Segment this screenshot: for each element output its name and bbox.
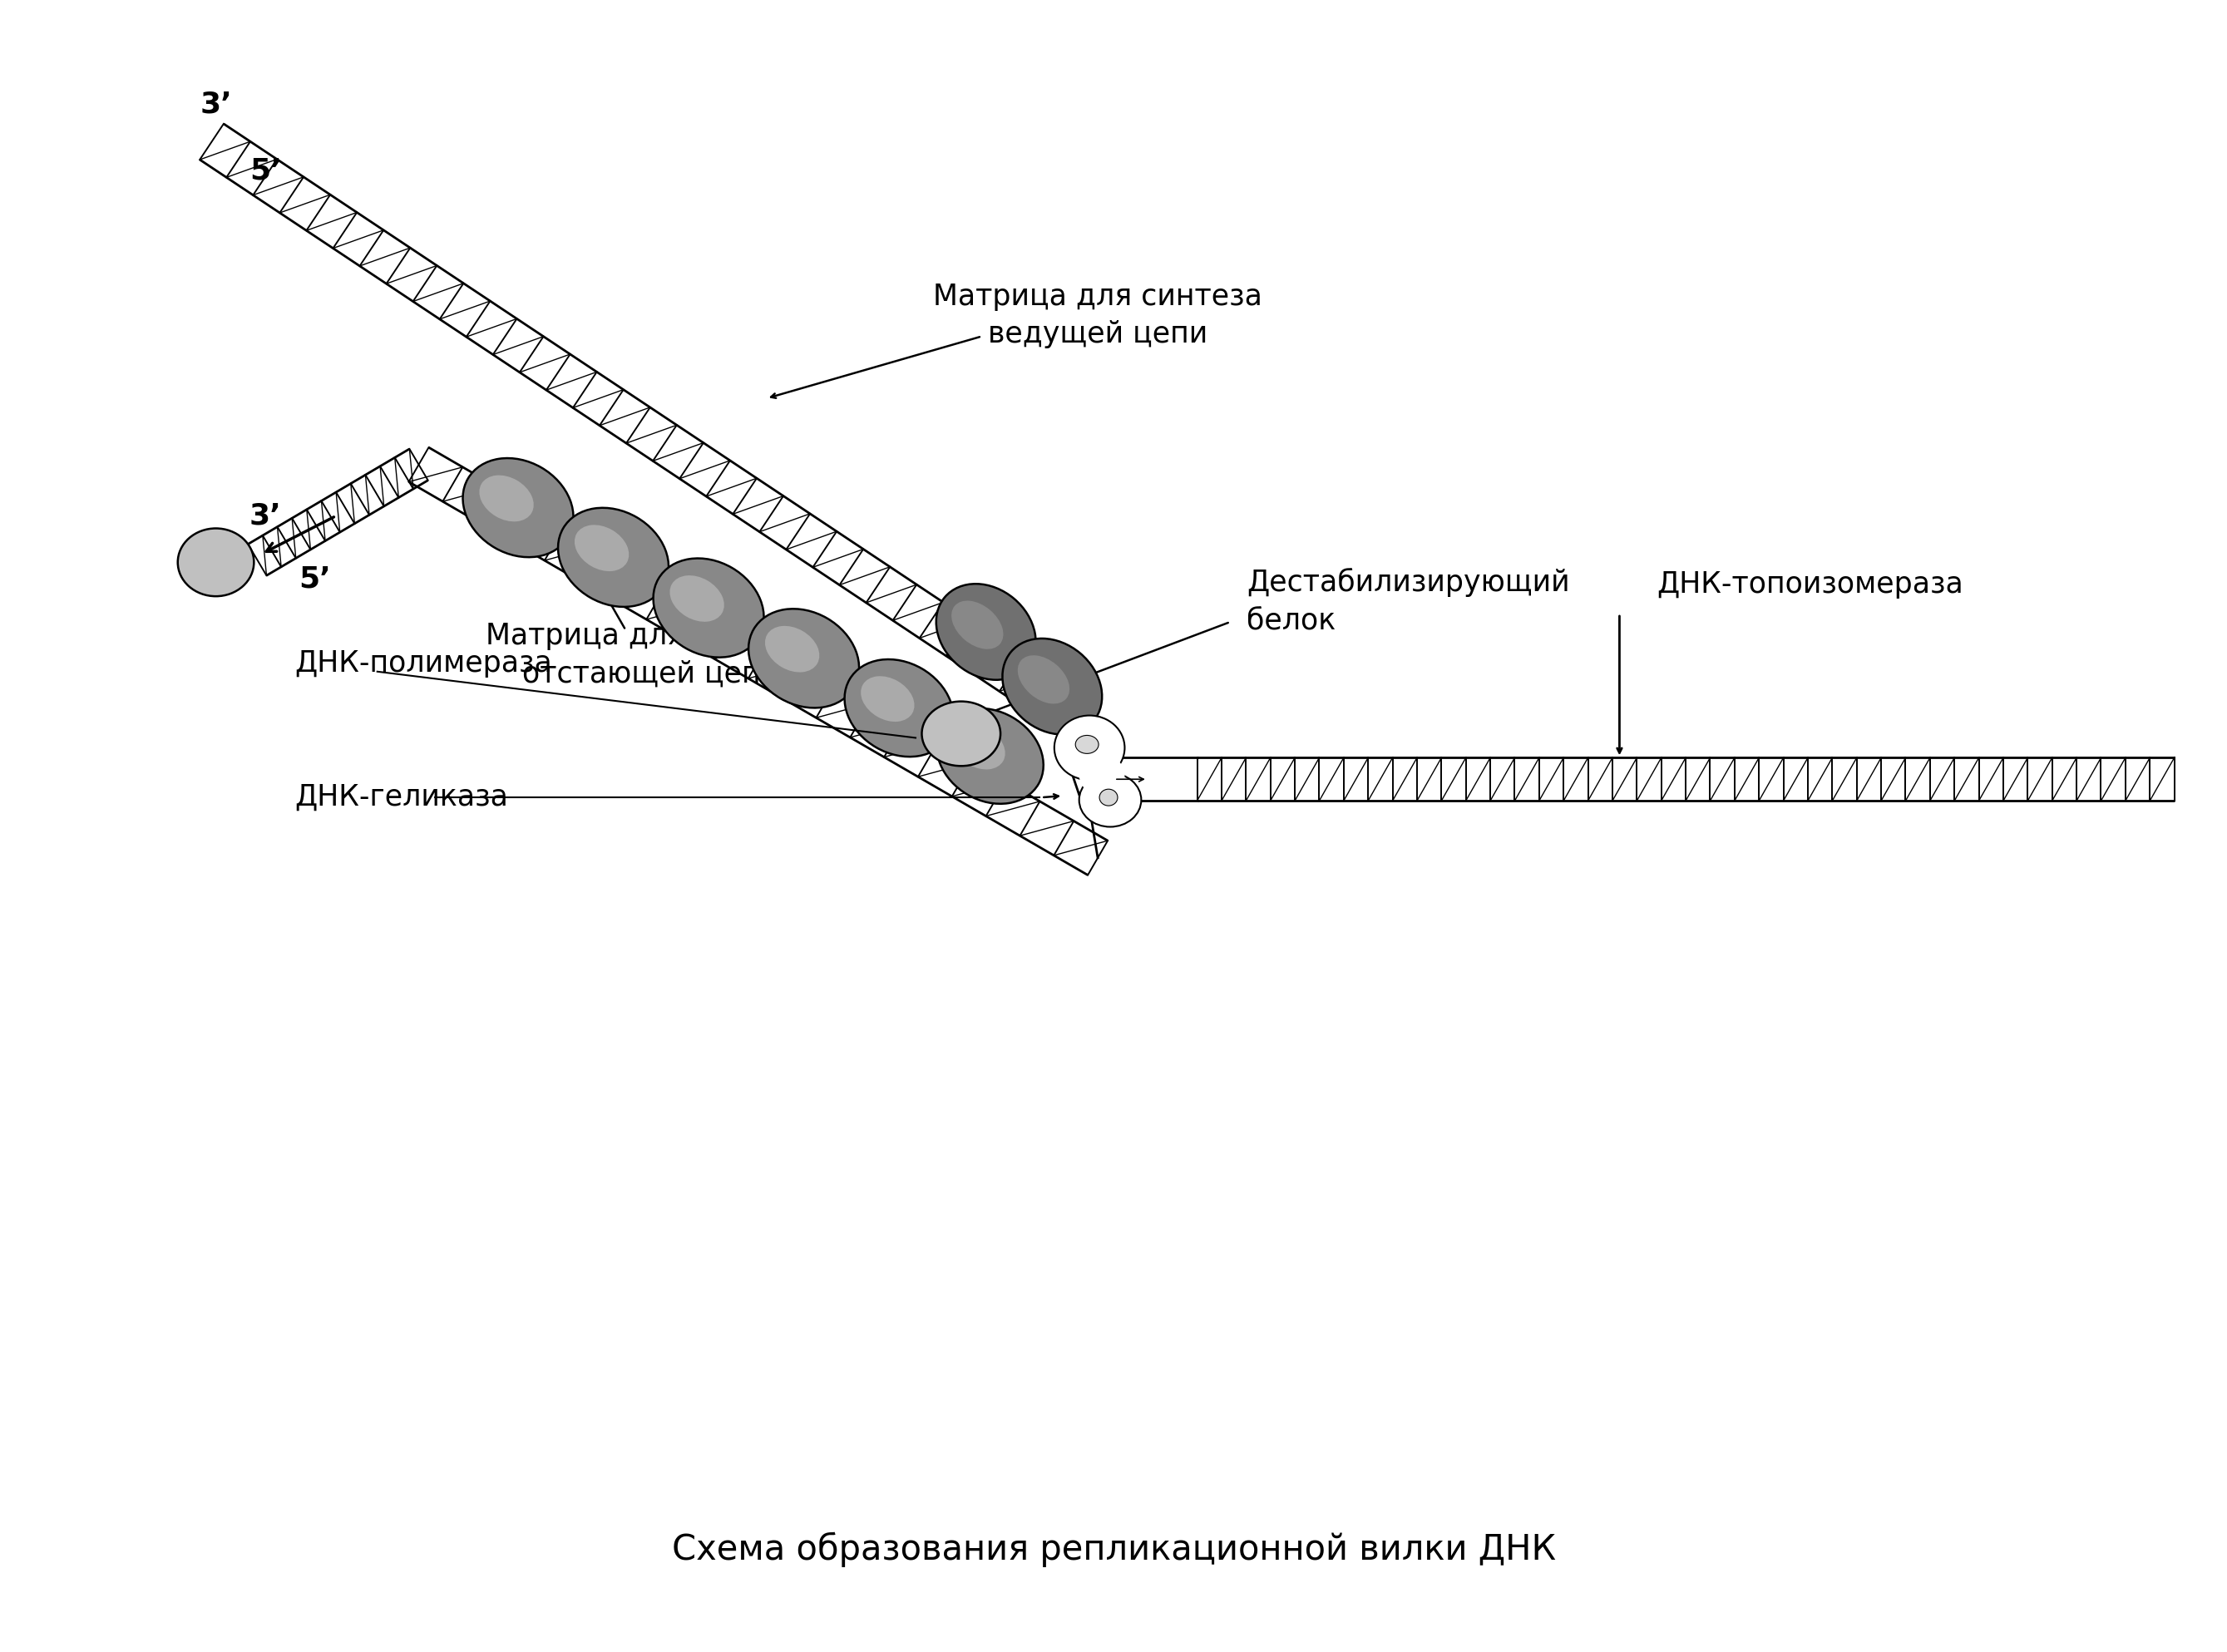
Ellipse shape [922,702,1000,767]
Ellipse shape [766,626,820,672]
Ellipse shape [951,601,1004,649]
Ellipse shape [559,507,668,606]
Text: Схема образования репликационной вилки ДНК: Схема образования репликационной вилки Д… [673,1531,1557,1566]
Ellipse shape [1076,735,1098,753]
Text: ДНК-геликаза: ДНК-геликаза [294,783,508,811]
Ellipse shape [953,725,1004,770]
Ellipse shape [844,659,953,757]
Ellipse shape [653,558,764,657]
Ellipse shape [178,529,254,596]
Text: Матрица для синтеза
отстающей цепи: Матрица для синтеза отстающей цепи [485,623,815,687]
Ellipse shape [463,458,572,557]
Ellipse shape [479,476,534,522]
Ellipse shape [1053,715,1125,780]
Ellipse shape [1080,773,1140,828]
Text: Матрица для синтеза
ведущей цепи: Матрица для синтеза ведущей цепи [933,282,1263,349]
Text: 5’: 5’ [249,157,281,185]
Ellipse shape [575,525,628,572]
Ellipse shape [1002,638,1102,735]
Ellipse shape [748,610,860,707]
Text: ДНК-полимераза: ДНК-полимераза [294,649,552,677]
Ellipse shape [938,709,1044,805]
Ellipse shape [862,676,915,722]
Ellipse shape [935,583,1036,681]
Text: 3’: 3’ [249,502,281,530]
Text: 3’: 3’ [200,91,232,119]
Ellipse shape [1100,790,1118,806]
Text: Дестабилизирующий
белок: Дестабилизирующий белок [1247,568,1570,634]
Ellipse shape [1018,656,1069,704]
Text: 5’: 5’ [298,565,332,593]
Text: ДНК-топоизомераза: ДНК-топоизомераза [1657,570,1964,598]
Ellipse shape [670,575,724,621]
Ellipse shape [1080,755,1125,796]
